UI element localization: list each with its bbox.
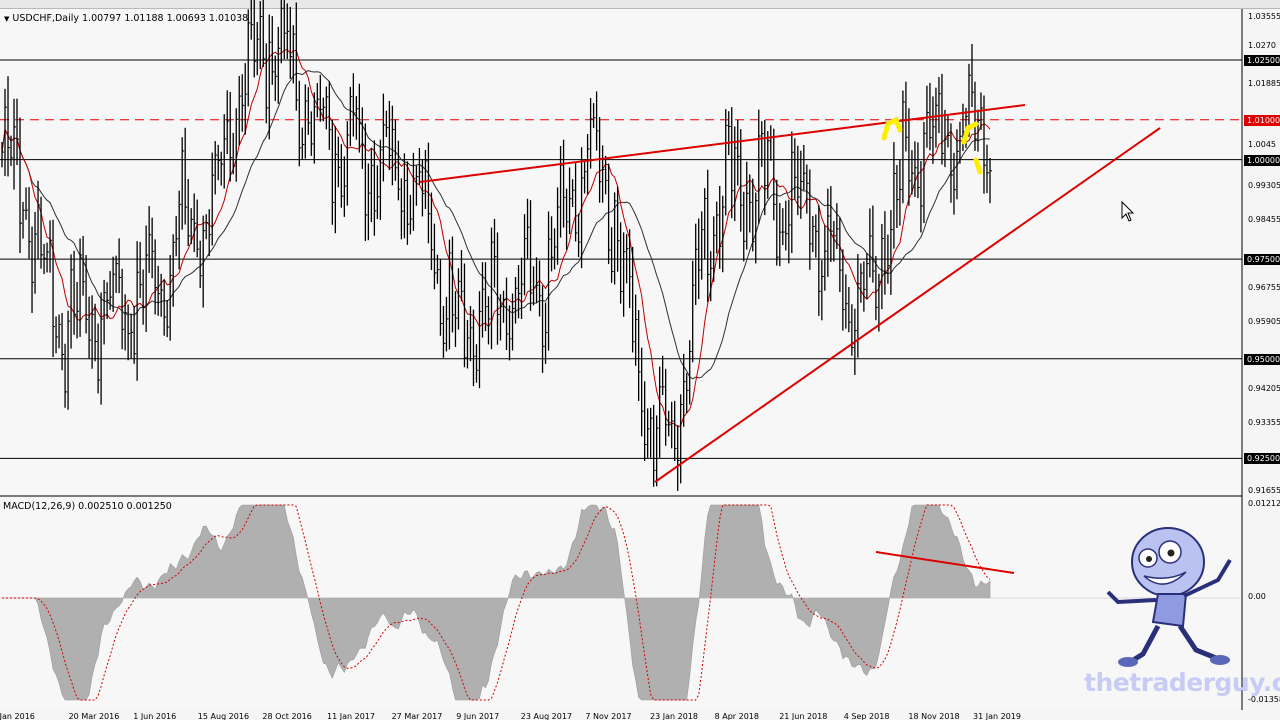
date-tick: 31 Jan 2019 — [973, 712, 1021, 720]
partial-price-tick: 1.0270 — [1248, 41, 1276, 51]
date-tick: 20 Mar 2016 — [68, 712, 120, 720]
mouse-pointer-icon — [1121, 200, 1135, 222]
highlight-marks — [881, 116, 983, 175]
partial-price-tick: 1.0045 — [1248, 139, 1276, 149]
date-tick: 7 Nov 2017 — [585, 712, 632, 720]
price-tick: 0.91655 — [1248, 486, 1280, 495]
level-price-label: 1.02500 — [1244, 55, 1280, 67]
macd-histogram-area — [2, 504, 991, 701]
macd-header: MACD(12,26,9) 0.002510 0.001250 — [3, 501, 172, 512]
level-price-label: 0.95000 — [1244, 353, 1280, 365]
price-tick: 0.98455 — [1248, 215, 1280, 225]
macd-divergence — [875, 551, 1015, 574]
date-tick: 23 Aug 2017 — [520, 712, 573, 720]
price-tick: 0.93355 — [1248, 418, 1280, 428]
price-tick: 0.99305 — [1248, 181, 1280, 191]
level-price-label: 0.97500 — [1244, 254, 1280, 266]
date-tick: 15 Aug 2016 — [197, 712, 250, 720]
collapse-triangle-icon[interactable]: ▼ — [4, 15, 10, 23]
highlight-mark — [961, 121, 979, 145]
macd-divergence-line[interactable] — [875, 551, 1015, 574]
lower-trendline — [654, 127, 1161, 483]
macd-tick: 0.01212 — [1248, 499, 1280, 508]
price-tick: 0.94205 — [1248, 384, 1280, 394]
macd-signal-line — [2, 504, 991, 701]
macd-histogram — [0, 504, 1242, 701]
watermark-text: thetraderguy.com — [1084, 668, 1280, 697]
price-tick: 0.95905 — [1248, 316, 1280, 326]
level-price-label: 1.00000 — [1244, 154, 1280, 166]
date-tick: 23 Jan 2018 — [650, 712, 698, 720]
date-tick: 18 Nov 2018 — [908, 712, 960, 720]
level-price-label: 0.92500 — [1244, 453, 1280, 465]
level-price-label: 1.01000 — [1244, 114, 1280, 126]
date-tick: 5 Jan 2016 — [0, 712, 35, 720]
date-tick: 1 Jun 2016 — [133, 712, 177, 720]
date-tick: 4 Sep 2018 — [843, 712, 890, 720]
mascot-icon — [1106, 527, 1232, 667]
price-tick: 1.01885 — [1248, 78, 1280, 88]
symbol-ohlc-header: ▼ USDCHF,Daily 1.00797 1.01188 1.00693 1.… — [4, 13, 248, 24]
macd-tick: -0.01358 — [1248, 695, 1280, 704]
price-tick: 1.03555 — [1248, 12, 1280, 21]
price-tick: 0.96755 — [1248, 282, 1280, 292]
date-tick: 9 Jun 2017 — [456, 712, 500, 720]
upper-trendline — [419, 104, 1026, 183]
date-tick: 28 Oct 2016 — [262, 712, 312, 720]
price-bars — [1, 0, 992, 491]
trendlines[interactable] — [419, 104, 1161, 483]
date-tick: 8 Apr 2018 — [714, 712, 759, 720]
macd-tick: 0.00 — [1248, 592, 1266, 601]
highlight-mark — [973, 157, 983, 175]
date-tick: 27 Mar 2017 — [391, 712, 443, 720]
date-tick: 11 Jan 2017 — [327, 712, 375, 720]
highlight-mark — [881, 116, 903, 141]
toolbar-strip — [0, 0, 1280, 9]
date-tick: 21 Jun 2018 — [779, 712, 828, 720]
macd-panel — [0, 498, 1242, 708]
macd-signal-path — [2, 504, 991, 701]
symbol-ohlc-text: USDCHF,Daily 1.00797 1.01188 1.00693 1.0… — [12, 13, 249, 24]
